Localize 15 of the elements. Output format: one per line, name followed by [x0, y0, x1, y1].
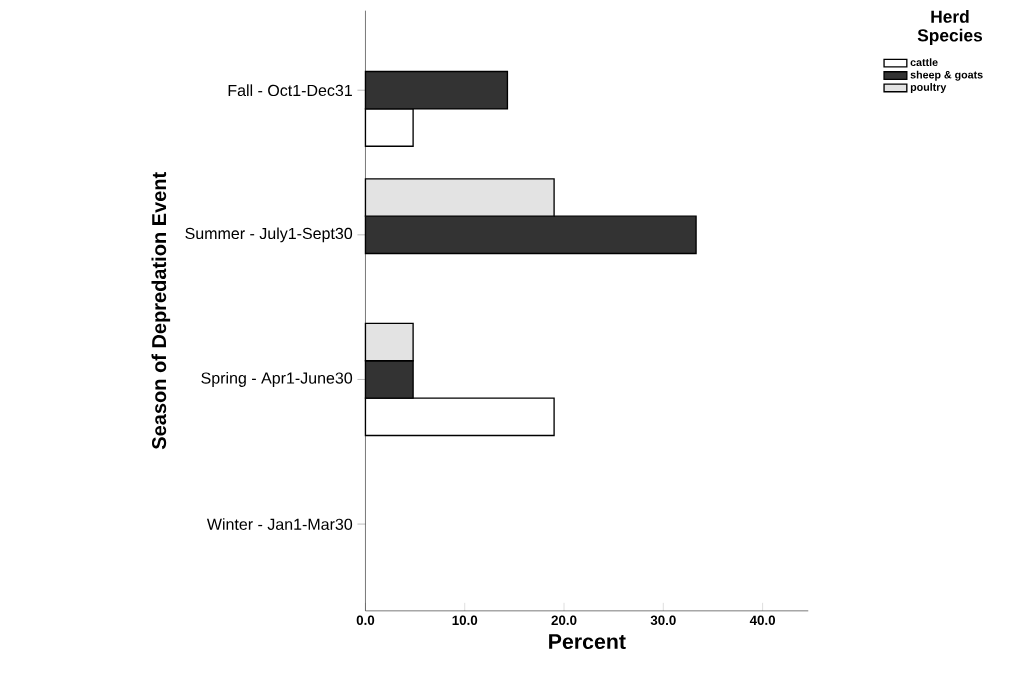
- x-tick-label: 10.0: [452, 615, 478, 626]
- y-tick-label: Fall - Oct1-Dec31: [228, 84, 352, 97]
- x-tick-label: 30.0: [650, 615, 676, 626]
- legend-label: poultry: [910, 83, 947, 94]
- x-axis-title: Percent: [549, 634, 626, 650]
- x-tick-label: 40.0: [749, 615, 776, 626]
- legend-label: sheep & goats: [910, 70, 983, 81]
- y-tick-label: Winter - Jan1-Mar30: [206, 518, 353, 531]
- legend-label: cattle: [910, 58, 938, 67]
- x-tick-label: 20.0: [551, 615, 577, 626]
- y-tick-label: Spring - Apr1-June30: [201, 372, 353, 388]
- legend-title: Herd Species: [917, 10, 983, 46]
- y-tick-label: Summer - July1-Sept30: [185, 227, 353, 243]
- x-tick-label: 0.0: [356, 615, 375, 626]
- y-axis-title: Season of Depredation Event: [151, 172, 171, 450]
